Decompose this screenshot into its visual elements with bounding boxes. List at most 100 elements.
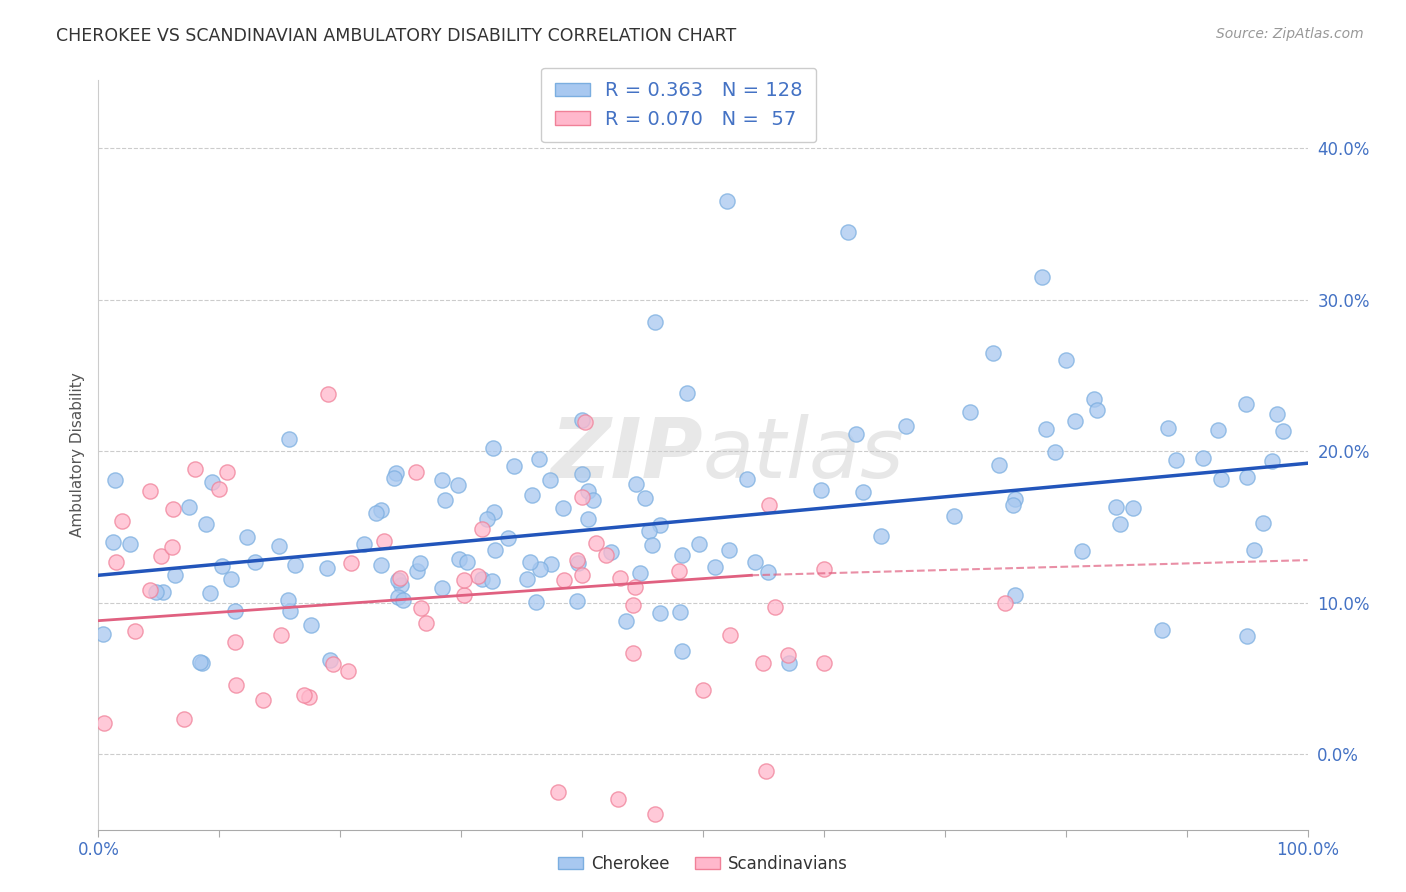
Point	[1164, 453, 1187, 467]
Point	[553, 500, 575, 515]
Point	[614, 614, 637, 628]
Point	[471, 572, 494, 586]
Point	[118, 536, 141, 550]
Point	[1085, 403, 1108, 417]
Point	[1157, 421, 1180, 435]
Point	[755, 764, 778, 778]
Point	[1152, 623, 1174, 637]
Point	[1234, 397, 1257, 411]
Point	[735, 472, 758, 486]
Point	[837, 225, 859, 239]
Point	[624, 476, 647, 491]
Point	[692, 683, 714, 698]
Point	[994, 595, 1017, 609]
Point	[634, 491, 657, 506]
Point	[299, 618, 322, 632]
Point	[93, 626, 115, 640]
Point	[565, 594, 588, 608]
Point	[776, 648, 799, 663]
Point	[756, 565, 779, 579]
Point	[671, 548, 693, 562]
Point	[540, 557, 562, 571]
Point	[810, 483, 832, 498]
Point	[149, 549, 172, 563]
Point	[763, 599, 786, 614]
Point	[322, 657, 344, 671]
Point	[571, 413, 593, 427]
Point	[959, 405, 981, 419]
Legend: R = 0.363   N = 128, R = 0.070   N =  57: R = 0.363 N = 128, R = 0.070 N = 57	[541, 68, 817, 143]
Point	[565, 553, 588, 567]
Point	[267, 539, 290, 553]
Point	[981, 345, 1004, 359]
Point	[896, 418, 918, 433]
Point	[411, 601, 433, 615]
Point	[211, 558, 233, 573]
Point	[387, 591, 409, 605]
Point	[675, 385, 697, 400]
Point	[184, 462, 207, 476]
Point	[571, 490, 593, 504]
Point	[540, 473, 562, 487]
Y-axis label: Ambulatory Disability: Ambulatory Disability	[69, 373, 84, 537]
Point	[208, 482, 231, 496]
Point	[717, 542, 740, 557]
Point	[373, 534, 395, 549]
Point	[195, 516, 218, 531]
Point	[366, 506, 388, 520]
Point	[1002, 498, 1025, 512]
Point	[225, 677, 247, 691]
Point	[524, 595, 547, 609]
Point	[621, 598, 644, 612]
Point	[845, 426, 868, 441]
Point	[415, 615, 437, 630]
Point	[585, 535, 607, 549]
Text: CHEROKEE VS SCANDINAVIAN AMBULATORY DISABILITY CORRELATION CHART: CHEROKEE VS SCANDINAVIAN AMBULATORY DISA…	[56, 27, 737, 45]
Point	[224, 635, 246, 649]
Point	[640, 538, 662, 552]
Point	[456, 555, 478, 569]
Point	[482, 441, 505, 455]
Point	[278, 432, 301, 446]
Point	[718, 628, 741, 642]
Point	[516, 572, 538, 586]
Point	[644, 807, 666, 822]
Point	[453, 588, 475, 602]
Point	[430, 474, 453, 488]
Point	[111, 515, 134, 529]
Point	[340, 557, 363, 571]
Point	[1064, 414, 1087, 428]
Point	[243, 555, 266, 569]
Point	[389, 578, 412, 592]
Point	[1208, 423, 1230, 437]
Text: atlas: atlas	[703, 415, 904, 495]
Point	[235, 529, 257, 543]
Point	[188, 656, 211, 670]
Point	[571, 467, 593, 481]
Point	[1071, 544, 1094, 558]
Point	[405, 564, 427, 578]
Point	[600, 544, 623, 558]
Point	[648, 606, 671, 620]
Point	[1191, 451, 1213, 466]
Point	[392, 593, 415, 607]
Point	[628, 566, 651, 580]
Text: ZIP: ZIP	[550, 415, 703, 495]
Point	[1031, 270, 1053, 285]
Point	[389, 571, 412, 585]
Point	[215, 466, 238, 480]
Point	[145, 585, 167, 599]
Point	[571, 568, 593, 582]
Point	[384, 466, 406, 480]
Point	[105, 555, 128, 569]
Point	[484, 542, 506, 557]
Point	[609, 571, 631, 585]
Point	[277, 592, 299, 607]
Text: Source: ZipAtlas.com: Source: ZipAtlas.com	[1216, 27, 1364, 41]
Point	[716, 194, 738, 209]
Point	[190, 656, 212, 670]
Point	[139, 582, 162, 597]
Point	[503, 459, 526, 474]
Point	[522, 488, 544, 502]
Point	[1108, 516, 1130, 531]
